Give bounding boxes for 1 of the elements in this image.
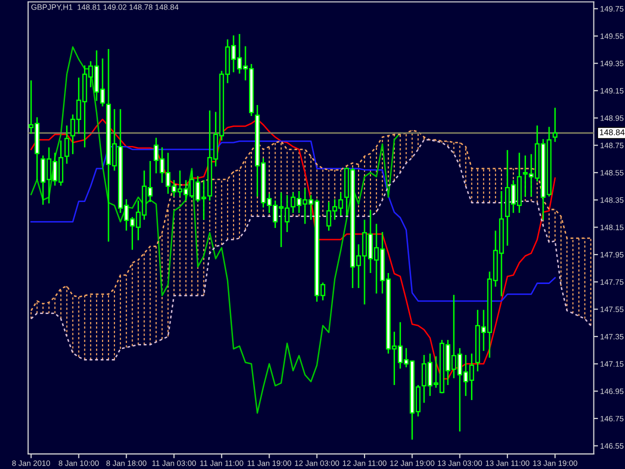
ref-line-label: 148.84 (600, 129, 625, 136)
